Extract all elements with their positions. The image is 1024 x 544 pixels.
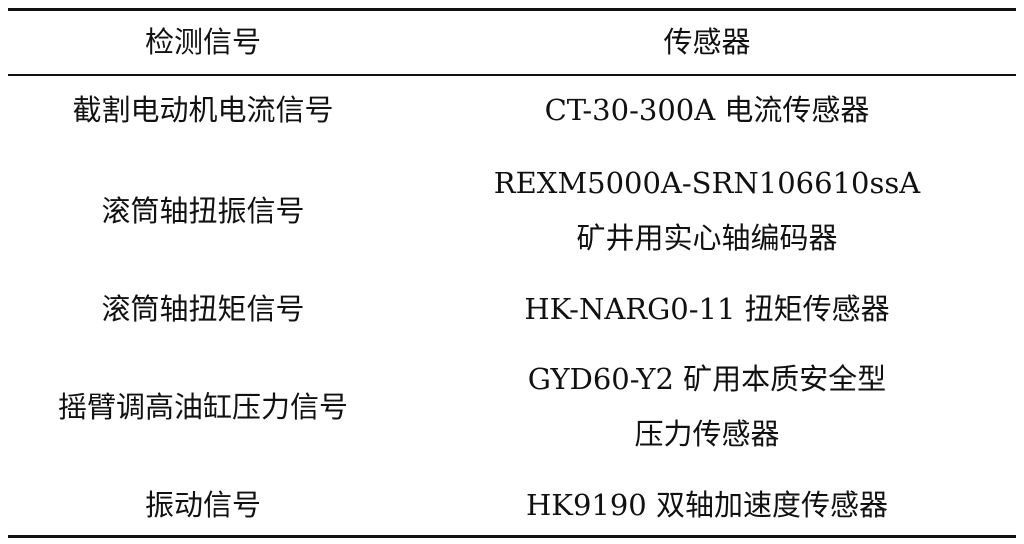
header-signal: 检测信号 <box>144 25 261 59</box>
signal-cell: 滚筒轴扭矩信号 <box>101 291 305 326</box>
sensor-cell: GYD60-Y2 矿用本质安全型 压力传感器 <box>398 342 1016 472</box>
sensor-line: 矿井用实心轴编码器 <box>576 221 838 255</box>
sensor-line: HK-NARG0-11 扭矩传感器 <box>524 291 890 326</box>
sensor-cell: HK-NARG0-11 扭矩传感器 <box>398 276 1016 342</box>
table-header-row: 检测信号 传感器 <box>8 11 1016 74</box>
sensor-line: CT-30-300A 电流传感器 <box>544 92 870 127</box>
signal-cell: 截割电动机电流信号 <box>72 92 334 127</box>
sensor-cell: CT-30-300A 电流传感器 <box>398 74 1016 146</box>
sensor-cell: REXM5000A-SRN106610ssA 矿井用实心轴编码器 <box>398 146 1016 276</box>
table-row: 滚筒轴扭矩信号 HK-NARG0-11 扭矩传感器 <box>8 276 1016 342</box>
signal-cell: 摇臂调高油缸压力信号 <box>57 389 348 424</box>
sensor-table: 检测信号 传感器 截割电动机电流信号 CT-30-300A 电流传感器 滚筒轴扭… <box>8 11 1016 538</box>
table-row: 截割电动机电流信号 CT-30-300A 电流传感器 <box>8 74 1016 146</box>
bottom-rule <box>8 535 1016 538</box>
header-sensor: 传感器 <box>663 25 751 59</box>
table-row: 滚筒轴扭振信号 REXM5000A-SRN106610ssA 矿井用实心轴编码器 <box>8 146 1016 276</box>
sensor-line: HK9190 双轴加速度传感器 <box>526 487 888 522</box>
sensor-line: REXM5000A-SRN106610ssA <box>493 166 921 200</box>
top-rule <box>8 8 1016 11</box>
header-rule <box>8 74 1016 76</box>
signal-cell: 滚筒轴扭振信号 <box>101 193 305 228</box>
sensor-cell: HK9190 双轴加速度传感器 <box>398 472 1016 538</box>
sensor-line: GYD60-Y2 矿用本质安全型 <box>527 362 887 396</box>
table-row: 振动信号 HK9190 双轴加速度传感器 <box>8 472 1016 538</box>
sensor-line: 压力传感器 <box>634 417 780 451</box>
signal-cell: 振动信号 <box>144 487 261 522</box>
table-row: 摇臂调高油缸压力信号 GYD60-Y2 矿用本质安全型 压力传感器 <box>8 342 1016 472</box>
